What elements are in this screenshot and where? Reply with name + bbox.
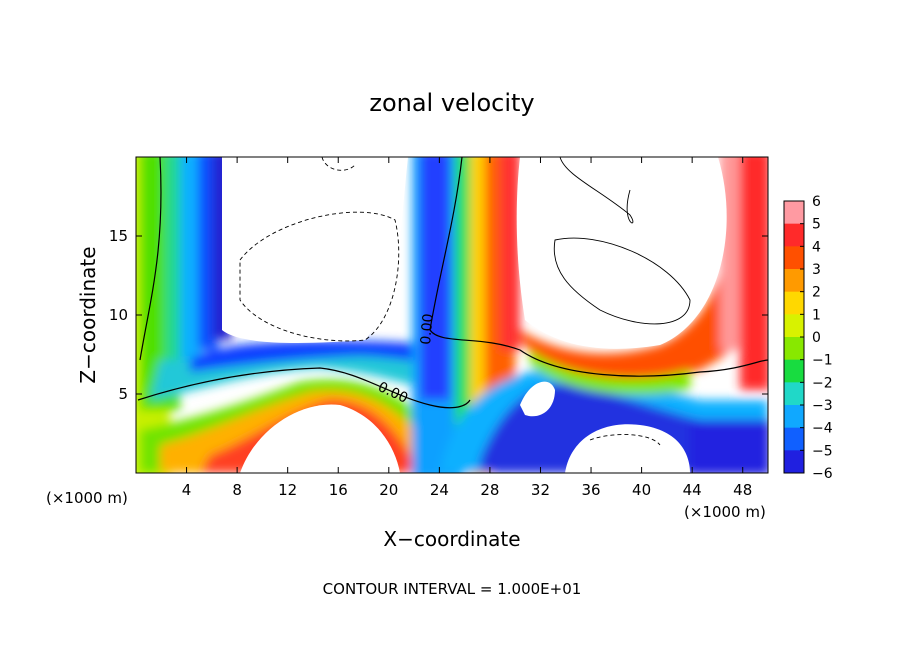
chart-title: zonal velocity bbox=[369, 89, 534, 117]
x-tick-label: 36 bbox=[581, 481, 600, 499]
x-axis: 4 8 12 16 20 24 28 32 36 40 44 48 bbox=[182, 157, 752, 499]
colorbar-label: 3 bbox=[812, 262, 821, 278]
colorbar-swatch bbox=[784, 337, 804, 361]
colorbar-swatch bbox=[784, 291, 804, 315]
x-tick-label: 16 bbox=[329, 481, 348, 499]
colorbar-swatch bbox=[784, 405, 804, 429]
x-axis-label: X−coordinate bbox=[383, 527, 520, 551]
colorbar-label: 2 bbox=[812, 285, 821, 301]
colorbar-label: −6 bbox=[812, 466, 833, 482]
colorbar-label: 0 bbox=[812, 330, 821, 346]
colorbar-label: 4 bbox=[812, 239, 821, 255]
x-tick-label: 8 bbox=[232, 481, 242, 499]
colorbar-label: −2 bbox=[812, 375, 833, 391]
x-unit-right: (×1000 m) bbox=[684, 503, 766, 521]
colorbar-label: 6 bbox=[812, 194, 821, 210]
contour-interval-note: CONTOUR INTERVAL = 1.000E+01 bbox=[323, 580, 582, 598]
x-tick-label: 4 bbox=[182, 481, 192, 499]
y-tick-label: 15 bbox=[109, 227, 128, 245]
x-unit-left: (×1000 m) bbox=[46, 489, 128, 507]
colorbar-label: 1 bbox=[812, 307, 821, 323]
y-axis: 5 10 15 bbox=[109, 227, 768, 403]
x-tick-label: 48 bbox=[733, 481, 752, 499]
velocity-field bbox=[136, 157, 768, 473]
x-tick-label: 20 bbox=[379, 481, 398, 499]
x-tick-label: 40 bbox=[632, 481, 651, 499]
x-tick-label: 44 bbox=[683, 481, 702, 499]
colorbar-swatch bbox=[784, 382, 804, 406]
colorbar-swatch bbox=[784, 223, 804, 247]
x-tick-label: 32 bbox=[531, 481, 550, 499]
y-tick-label: 5 bbox=[118, 385, 128, 403]
colorbar-label: −5 bbox=[812, 443, 833, 459]
colorbar-swatch bbox=[784, 269, 804, 293]
colorbar-swatch bbox=[784, 246, 804, 270]
x-tick-label: 28 bbox=[480, 481, 499, 499]
colorbar-label: −3 bbox=[812, 398, 833, 414]
colorbar-swatch bbox=[784, 427, 804, 451]
colorbar-label: −1 bbox=[812, 353, 833, 369]
colorbar-swatch bbox=[784, 450, 804, 474]
colorbar-label: −4 bbox=[812, 421, 833, 437]
contour-label: 0.00 bbox=[418, 313, 437, 345]
y-axis-label: Z−coordinate bbox=[76, 246, 100, 383]
x-tick-label: 24 bbox=[430, 481, 449, 499]
y-tick-label: 10 bbox=[109, 306, 128, 324]
colorbar: 6 5 4 3 2 1 0 −1 −2 −3 −4 −5 −6 bbox=[783, 194, 833, 482]
x-tick-label: 12 bbox=[278, 481, 297, 499]
colorbar-label: 5 bbox=[812, 217, 821, 233]
colorbar-swatch bbox=[784, 201, 804, 225]
colorbar-swatch bbox=[784, 359, 804, 383]
colorbar-swatch bbox=[784, 314, 804, 338]
